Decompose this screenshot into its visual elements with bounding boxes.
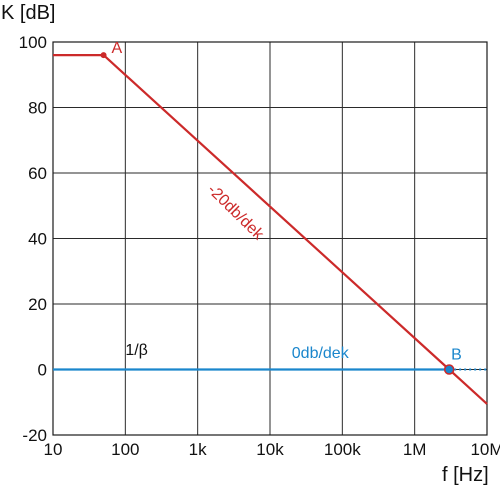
point-b-marker [443, 364, 455, 375]
grid [52, 41, 488, 436]
x-tick-label: 10M [470, 440, 500, 459]
y-tick-label: 100 [19, 33, 47, 52]
point-a-label: A [112, 40, 123, 57]
feedback-label: 1/β [125, 342, 148, 359]
x-tick-label: 10 [44, 440, 63, 459]
point-a-marker [100, 52, 107, 59]
y-tick-label: 20 [28, 295, 47, 314]
x-tick-label: 100k [324, 440, 361, 459]
x-tick-label: 1M [403, 440, 427, 459]
y-tick-label: -20 [22, 426, 47, 445]
series-line-1 [53, 53, 488, 405]
y-tick-label: 0 [38, 361, 47, 380]
x-tick-label: 100 [111, 440, 139, 459]
annotations: -20db/dek 0db/dek 1/β [125, 181, 349, 362]
x-tick-label: 10k [256, 440, 284, 459]
plot-border [52, 41, 488, 436]
points: AB [100, 40, 462, 375]
slope-label-red: -20db/dek [204, 181, 267, 244]
y-axis-label: K [dB] [1, 2, 55, 24]
series [53, 53, 488, 405]
plot-frame [52, 41, 488, 436]
y-tick-label: 40 [28, 230, 47, 249]
y-tick-label: 60 [28, 164, 47, 183]
x-tick-label: 1k [189, 440, 207, 459]
point-b-label: B [451, 347, 462, 364]
x-axis-label: f [Hz] [442, 464, 489, 486]
slope-label-blue: 0db/dek [292, 345, 350, 362]
y-tick-label: 80 [28, 99, 47, 118]
